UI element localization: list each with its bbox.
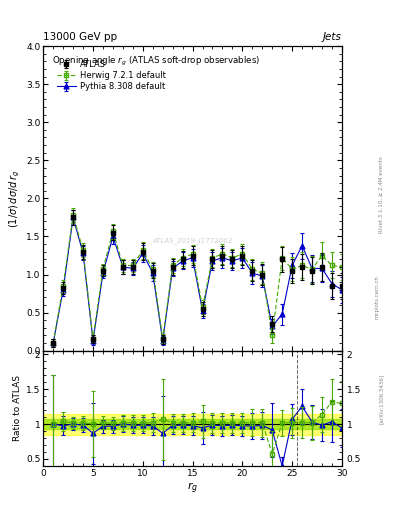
Text: Rivet 3.1.10, ≥ 2.4M events: Rivet 3.1.10, ≥ 2.4M events (379, 156, 384, 233)
Text: ATLAS_2019_I1772062: ATLAS_2019_I1772062 (152, 238, 233, 244)
Y-axis label: $(1/\sigma)\,d\sigma/d\,r_g$: $(1/\sigma)\,d\sigma/d\,r_g$ (7, 169, 22, 227)
Text: 13000 GeV pp: 13000 GeV pp (43, 32, 118, 42)
Bar (43, 414, 342, 435)
Text: [arXiv:1306.3436]: [arXiv:1306.3436] (379, 374, 384, 424)
Bar (43, 419, 342, 429)
Text: mcplots.cern.ch: mcplots.cern.ch (374, 275, 379, 319)
Text: Jets: Jets (323, 32, 342, 42)
Legend: ATLAS, Herwig 7.2.1 default, Pythia 8.308 default: ATLAS, Herwig 7.2.1 default, Pythia 8.30… (56, 59, 166, 92)
X-axis label: $r_g$: $r_g$ (187, 480, 198, 496)
Y-axis label: Ratio to ATLAS: Ratio to ATLAS (13, 375, 22, 441)
Text: Opening angle $r_g$ (ATLAS soft-drop observables): Opening angle $r_g$ (ATLAS soft-drop obs… (52, 55, 260, 68)
